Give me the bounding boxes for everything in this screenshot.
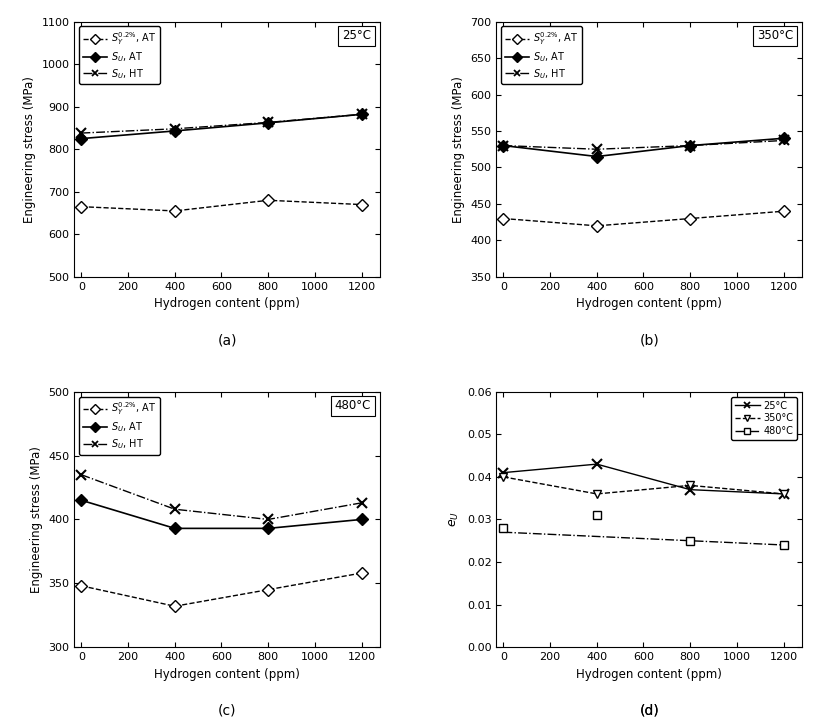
Text: (b): (b) (639, 333, 659, 347)
Legend: $S_Y^{0.2\%}$, AT, $S_U$, AT, $S_U$, HT: $S_Y^{0.2\%}$, AT, $S_U$, AT, $S_U$, HT (79, 27, 160, 84)
Legend: $S_Y^{0.2\%}$, AT, $S_U$, AT, $S_U$, HT: $S_Y^{0.2\%}$, AT, $S_U$, AT, $S_U$, HT (79, 397, 160, 454)
Text: (c): (c) (218, 703, 237, 718)
Text: (a): (a) (218, 333, 237, 347)
X-axis label: Hydrogen content (ppm): Hydrogen content (ppm) (576, 297, 722, 311)
Y-axis label: Engineering stress (MPa): Engineering stress (MPa) (30, 446, 43, 593)
Y-axis label: Engineering stress (MPa): Engineering stress (MPa) (23, 75, 36, 223)
Y-axis label: Engineering stress (MPa): Engineering stress (MPa) (452, 75, 465, 223)
Text: (d): (d) (639, 703, 659, 718)
Text: 25°C: 25°C (342, 29, 371, 42)
Text: 350°C: 350°C (757, 29, 793, 42)
Text: 480°C: 480°C (335, 400, 371, 413)
X-axis label: Hydrogen content (ppm): Hydrogen content (ppm) (155, 297, 300, 311)
Text: (d): (d) (639, 703, 659, 718)
X-axis label: Hydrogen content (ppm): Hydrogen content (ppm) (155, 667, 300, 680)
Y-axis label: $e_U$: $e_U$ (448, 511, 461, 528)
X-axis label: Hydrogen content (ppm): Hydrogen content (ppm) (576, 667, 722, 680)
Legend: $S_Y^{0.2\%}$, AT, $S_U$, AT, $S_U$, HT: $S_Y^{0.2\%}$, AT, $S_U$, AT, $S_U$, HT (501, 27, 582, 84)
Legend: 25°C, 350°C, 480°C: 25°C, 350°C, 480°C (731, 397, 797, 440)
